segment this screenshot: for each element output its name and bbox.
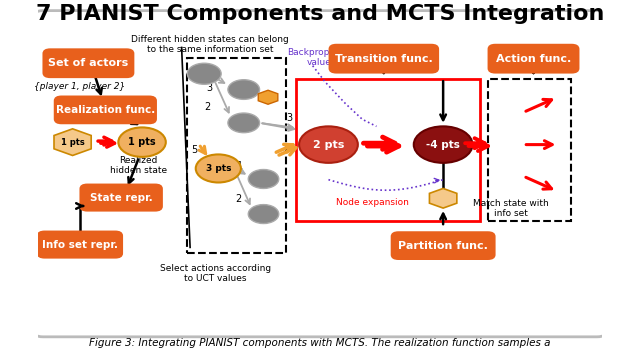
Text: Info set repr.: Info set repr. — [42, 240, 118, 250]
Text: 2: 2 — [204, 102, 210, 112]
Text: Transition func.: Transition func. — [335, 54, 433, 64]
FancyBboxPatch shape — [392, 232, 495, 259]
Text: Figure 3: Integrating PIANIST components with MCTS. The realization function sam: Figure 3: Integrating PIANIST components… — [89, 338, 551, 348]
Text: Different hidden states can belong
to the same information set: Different hidden states can belong to th… — [131, 35, 289, 55]
FancyBboxPatch shape — [32, 11, 608, 337]
Text: 7 PIANIST Components and MCTS Integration: 7 PIANIST Components and MCTS Integratio… — [36, 4, 604, 24]
Circle shape — [299, 126, 358, 163]
Text: Backpropagate
values: Backpropagate values — [287, 47, 356, 67]
Text: Set of actors: Set of actors — [48, 58, 129, 68]
Polygon shape — [259, 90, 278, 104]
Circle shape — [248, 170, 279, 188]
FancyBboxPatch shape — [55, 97, 156, 123]
Text: 1 pts: 1 pts — [128, 137, 156, 147]
Text: 3 pts: 3 pts — [205, 164, 231, 173]
Circle shape — [118, 127, 166, 157]
FancyBboxPatch shape — [44, 49, 133, 77]
Polygon shape — [429, 188, 457, 208]
Text: Action func.: Action func. — [496, 54, 571, 64]
Text: {player 1, player 2}: {player 1, player 2} — [35, 82, 125, 91]
Text: State repr.: State repr. — [90, 193, 152, 202]
Text: Realization func.: Realization func. — [56, 105, 155, 115]
Text: -4 pts: -4 pts — [426, 139, 460, 150]
Circle shape — [228, 80, 260, 99]
Text: 1 pts: 1 pts — [61, 138, 84, 147]
Text: Match state with
info set: Match state with info set — [473, 199, 548, 218]
Circle shape — [414, 126, 472, 163]
Text: 1: 1 — [237, 161, 243, 171]
Circle shape — [248, 205, 279, 223]
FancyBboxPatch shape — [330, 45, 438, 73]
Text: 3: 3 — [207, 83, 213, 93]
Text: Node expansion: Node expansion — [336, 198, 409, 207]
Text: 2: 2 — [235, 194, 241, 204]
Circle shape — [228, 113, 260, 133]
Circle shape — [196, 154, 241, 183]
FancyBboxPatch shape — [81, 184, 162, 211]
FancyBboxPatch shape — [38, 232, 122, 258]
Circle shape — [188, 63, 221, 84]
Text: 3: 3 — [286, 113, 292, 123]
Text: Partition func.: Partition func. — [398, 241, 488, 251]
FancyBboxPatch shape — [488, 45, 579, 73]
Text: 5: 5 — [191, 145, 198, 155]
Polygon shape — [54, 129, 91, 155]
Text: Select actions according
to UCT values: Select actions according to UCT values — [160, 264, 271, 284]
Text: Realized
hidden state: Realized hidden state — [109, 156, 166, 175]
Text: 2 pts: 2 pts — [313, 139, 344, 150]
